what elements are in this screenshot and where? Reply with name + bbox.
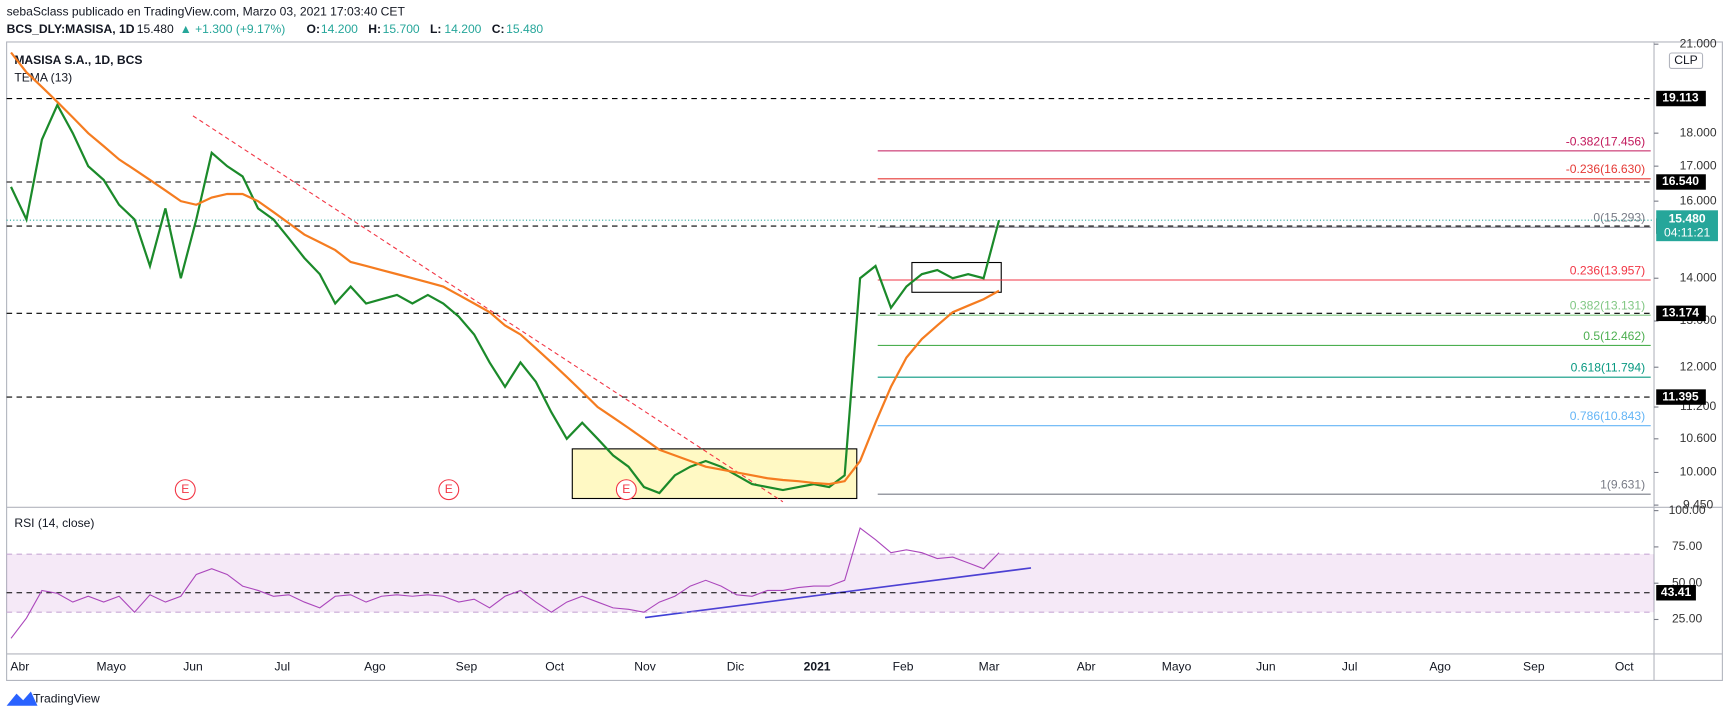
fib-label: 0.236(13.957) xyxy=(1570,263,1645,277)
event-label: E xyxy=(445,482,453,496)
currency: CLP xyxy=(1674,53,1698,67)
x-tick-label: Jun xyxy=(183,659,203,673)
fib-label: -0.236(16.630) xyxy=(1566,162,1645,176)
y-tick-label: 21.000 xyxy=(1680,36,1717,50)
symbol: BCS_DLY:MASISA, 1D xyxy=(7,22,135,36)
y-tick-label: 16.000 xyxy=(1680,193,1717,207)
x-tick-label: Mar xyxy=(979,659,1000,673)
event-label: E xyxy=(181,482,189,496)
fib-label: 0.618(11.794) xyxy=(1571,361,1646,375)
last: 15.480 xyxy=(137,22,174,36)
price-line xyxy=(10,51,1000,486)
event-marker xyxy=(174,479,196,501)
countdown: 04:11:21 xyxy=(1664,226,1711,240)
footer: TradingView xyxy=(33,691,100,705)
x-tick-label: Sep xyxy=(1523,659,1545,673)
level-label: 19.113 xyxy=(1662,91,1699,105)
event-label: E xyxy=(622,482,630,496)
ohlc-key: C: xyxy=(492,22,505,36)
x-tick-label: Mayo xyxy=(97,659,127,673)
event-marker xyxy=(438,479,460,501)
x-tick-label: Oct xyxy=(1615,659,1634,673)
rsi-trend-line xyxy=(644,567,1032,619)
x-tick-label: Abr xyxy=(1077,659,1096,673)
y-tick-label: 10.000 xyxy=(1680,465,1717,479)
legend-entry: TEMA (13) xyxy=(14,71,72,85)
y-tick-label: 100.00 xyxy=(1669,503,1706,517)
ohlc-value: 14.200 xyxy=(321,22,358,36)
x-tick-label: Ago xyxy=(1429,659,1451,673)
y-tick-label: 14.000 xyxy=(1680,270,1717,284)
y-tick-label: 10.600 xyxy=(1680,431,1717,445)
y-tick-label: 75.00 xyxy=(1672,539,1703,553)
publisher: sebaSclass publicado en TradingView.com,… xyxy=(7,4,406,18)
y-tick-label: 9.450 xyxy=(1683,497,1714,511)
rsi-line xyxy=(10,527,1000,639)
ohlc-value: 15.700 xyxy=(383,22,420,36)
fib-label: 0.382(13.131) xyxy=(1570,299,1645,313)
ohlc-key: H: xyxy=(368,22,381,36)
level-label: 13.174 xyxy=(1662,306,1699,320)
level-box xyxy=(1656,174,1706,190)
x-tick-label: Nov xyxy=(634,659,656,673)
x-tick-label: Abr xyxy=(10,659,29,673)
x-tick-label: Oct xyxy=(545,659,564,673)
frame xyxy=(6,41,1723,681)
x-tick-label: 2021 xyxy=(804,659,831,673)
symbol-line: BCS_DLY:MASISA, 1D 15.480 ▲ +1.300 (+9.1… xyxy=(7,22,286,36)
rsi-level-label: 43.41 xyxy=(1661,585,1692,599)
rsi-band xyxy=(6,554,1655,613)
level-label: 16.540 xyxy=(1662,174,1699,188)
x-tick-label: Jul xyxy=(275,659,290,673)
x-tick-label: Mayo xyxy=(1162,659,1192,673)
y-tick-label: 17.000 xyxy=(1680,158,1717,172)
ohlc-key: O: xyxy=(307,22,320,36)
x-tick-label: Jun xyxy=(1256,659,1276,673)
level-label: 11.395 xyxy=(1662,389,1699,403)
fib-label: 1(9.631) xyxy=(1600,478,1645,492)
logo-mark xyxy=(6,691,38,706)
x-tick-label: Ago xyxy=(364,659,386,673)
level-box xyxy=(1656,90,1706,107)
fib-label: 0.786(10.843) xyxy=(1570,409,1645,423)
x-tick-label: Feb xyxy=(893,659,914,673)
trend-line xyxy=(192,115,784,503)
last-price-label: 15.480 xyxy=(1669,211,1706,225)
y-tick-label: 18.000 xyxy=(1680,125,1717,139)
currency-box xyxy=(1668,52,1704,69)
level-box xyxy=(1656,305,1706,322)
price-line xyxy=(10,102,1001,495)
last-price-box xyxy=(1656,210,1718,242)
event-marker xyxy=(615,479,637,501)
y-tick-label: 12.000 xyxy=(1680,359,1717,373)
level-box xyxy=(1656,389,1706,405)
ohlc-value: 14.200 xyxy=(444,22,481,36)
y-tick-label: 25.00 xyxy=(1672,612,1703,626)
x-tick-label: Sep xyxy=(456,659,478,673)
fib-label: -0.382(17.456) xyxy=(1566,134,1645,148)
fib-label: 0(15.293) xyxy=(1593,211,1645,225)
logo: TradingView xyxy=(6,691,100,706)
x-tick-label: Jul xyxy=(1342,659,1357,673)
change: ▲ +1.300 (+9.17%) xyxy=(180,22,286,36)
rsi-level-box xyxy=(1656,585,1696,601)
ohlc-value: 15.480 xyxy=(506,22,543,36)
chart-title: MASISA S.A., 1D, BCS xyxy=(14,53,142,67)
fib-label: 0.5(12.462) xyxy=(1583,329,1645,343)
ohlc-key: L: xyxy=(430,22,441,36)
range-box xyxy=(911,261,1002,293)
x-tick-label: Dic xyxy=(727,659,745,673)
rsi-title: RSI (14, close) xyxy=(14,516,94,530)
